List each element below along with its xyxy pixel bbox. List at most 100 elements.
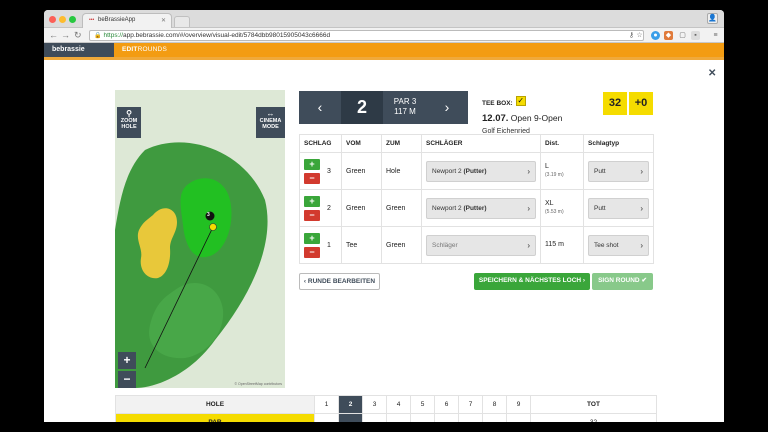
hole-par: PAR 3 — [393, 97, 417, 106]
tee-box-label: TEE BOX: — [482, 100, 513, 107]
menu-icon[interactable]: ≡ — [713, 32, 718, 39]
scorecard-hole-3[interactable]: 3 — [362, 395, 387, 414]
browser-tab[interactable]: ••• beBrassieApp ✕ — [82, 13, 172, 28]
col-dist: Dist. — [540, 134, 584, 153]
lock-icon: 🔒 — [94, 33, 102, 39]
club-select[interactable]: Newport 2 (Putter) › — [426, 197, 536, 219]
bookmark-star-icon[interactable]: ☆ — [636, 32, 643, 39]
forward-icon[interactable]: → — [61, 30, 70, 40]
scorecard-hole-label: HOLE — [115, 395, 315, 414]
reload-icon[interactable]: ↻ — [74, 30, 82, 40]
stroke-to: Green — [381, 226, 422, 264]
dist-value: 115 m — [545, 241, 564, 248]
strokes-header-row: SCHLAG VOM ZUM SCHLÄGER Dist. Schlagtyp — [299, 134, 654, 153]
scorecard-hole-4[interactable]: 4 — [386, 395, 411, 414]
shot-type-cell: Putt › — [583, 189, 654, 227]
chevron-right-icon: › — [582, 277, 586, 284]
new-tab-button[interactable] — [174, 16, 190, 27]
key-icon[interactable]: ⚷ — [628, 32, 635, 39]
scorecard-hole-2[interactable]: 2 — [338, 395, 363, 414]
scorecard-hole-7[interactable]: 7 — [458, 395, 483, 414]
close-window-icon[interactable] — [49, 16, 56, 23]
map-attribution[interactable]: © OpenStreetMap contributors — [234, 382, 282, 386]
dist-cell: XL (5.53 m) — [540, 189, 584, 227]
sign-round-button[interactable]: SIGN ROUND ✔ — [592, 273, 653, 290]
col-schlag: SCHLAG — [299, 134, 342, 153]
back-icon[interactable]: ← — [49, 30, 58, 40]
add-stroke-button[interactable]: + — [304, 232, 320, 244]
stroke-number: 1 — [327, 241, 331, 249]
maximize-window-icon[interactable] — [69, 16, 76, 23]
table-row: + −1 Tee Green Schläger › 115 m Tee shot › — [299, 226, 654, 264]
remove-stroke-button[interactable]: − — [304, 246, 320, 258]
hole-navigator: ‹ 2 PAR 3 117 M › — [299, 91, 468, 124]
save-next-hole-button[interactable]: SPEICHERN & NÄCHSTES LOCH › — [474, 273, 590, 290]
round-date-event: 12.07. Open 9-Open — [482, 113, 592, 124]
extension-gray-icon[interactable]: ▢ — [679, 32, 686, 39]
club-cell: Schläger › — [421, 226, 541, 264]
add-stroke-button[interactable]: + — [304, 195, 320, 207]
scorecard-hole-8[interactable]: 8 — [482, 395, 507, 414]
hole-map-graphic — [115, 90, 285, 388]
prev-hole-button[interactable]: ‹ — [299, 91, 341, 124]
scorecard-hole-1[interactable]: 1 — [314, 395, 339, 414]
club-select[interactable]: Schläger › — [426, 234, 536, 256]
zoom-in-button[interactable]: + — [118, 352, 136, 369]
hole-map[interactable]: 3 ⚲ ZOOM HOLE ↔ CINEMA MODE + − © OpenStre… — [115, 90, 285, 388]
shot-type-select[interactable]: Putt › — [588, 160, 649, 182]
hole-number: 2 — [341, 91, 383, 124]
zoom-out-button[interactable]: − — [118, 371, 136, 388]
shot-type-select[interactable]: Tee shot › — [588, 234, 649, 256]
par-cell — [434, 413, 459, 422]
profile-icon[interactable]: 👤 — [707, 13, 718, 24]
chevron-right-icon: › — [444, 99, 450, 115]
club-select[interactable]: Newport 2 (Putter) › — [426, 160, 536, 182]
scorecard-hole-6[interactable]: 6 — [434, 395, 459, 414]
brand-logo[interactable]: bebrassie — [44, 43, 114, 57]
stroke-number: 2 — [327, 204, 331, 212]
minimize-window-icon[interactable] — [59, 16, 66, 23]
shot-type-cell: Tee shot › — [583, 226, 654, 264]
remove-stroke-button[interactable]: − — [304, 209, 320, 221]
hole-par-length: PAR 3 117 M — [385, 97, 425, 117]
close-icon[interactable]: ✕ — [708, 68, 717, 79]
col-vom: VOM — [341, 134, 382, 153]
zoom-hole-button[interactable]: ⚲ ZOOM HOLE — [117, 107, 141, 138]
tee-box-checkbox[interactable]: ✓ — [515, 95, 526, 106]
col-schlaeger: SCHLÄGER — [421, 134, 541, 153]
stroke-number-cell: + −1 — [299, 226, 342, 264]
scorecard-hole-5[interactable]: 5 — [410, 395, 435, 414]
stroke-from: Green — [341, 152, 382, 190]
url-field[interactable]: 🔒 https://app.bebrassie.com/#/overview/vi… — [89, 30, 644, 41]
add-stroke-button[interactable]: + — [304, 158, 320, 170]
par-cell — [458, 413, 483, 422]
dist-sub: (5.53 m) — [545, 209, 564, 215]
extension-orange-icon[interactable]: ◆ — [664, 31, 673, 40]
stroke-number: 3 — [327, 167, 331, 175]
tab-close-icon[interactable]: ✕ — [160, 18, 166, 24]
page-title-section: ROUNDS — [137, 46, 167, 53]
dist-sub: (3.19 m) — [545, 172, 564, 178]
edit-round-button[interactable]: ‹ RUNDE BEARBEITEN — [299, 273, 380, 290]
favicon-icon: ••• — [89, 17, 95, 24]
cinema-mode-button[interactable]: ↔ CINEMA MODE — [256, 107, 285, 138]
tee-info: TEE BOX: ✓ 12.07. Open 9-Open Golf Eichen… — [482, 92, 592, 135]
par-cell — [410, 413, 435, 422]
club-type: (Putter) — [463, 167, 487, 175]
remove-stroke-button[interactable]: − — [304, 172, 320, 184]
shot-type-select[interactable]: Putt › — [588, 197, 649, 219]
over-par-badge: +0 — [629, 92, 653, 115]
stroke-number-cell: + −2 — [299, 189, 342, 227]
extension-user-icon[interactable]: ▪ — [691, 31, 700, 40]
col-zum: ZUM — [381, 134, 422, 153]
sign-round-label: SIGN ROUND — [598, 277, 640, 284]
extension-blue-icon[interactable]: ● — [651, 31, 660, 40]
browser-window: ••• beBrassieApp ✕ 👤 ← → ↻ 🔒 https://app.b… — [44, 10, 724, 422]
table-row: + −3 Green Hole Newport 2 (Putter) › L (3.1… — [299, 152, 654, 190]
next-hole-button[interactable]: › — [426, 91, 468, 124]
browser-tab-bar: ••• beBrassieApp ✕ 👤 — [44, 10, 724, 28]
scorecard-hole-9[interactable]: 9 — [506, 395, 531, 414]
dist-cell: 115 m — [540, 226, 584, 264]
cinema-mode-label: CINEMA MODE — [259, 118, 282, 130]
edit-round-label: RUNDE BEARBEITEN — [307, 278, 376, 285]
